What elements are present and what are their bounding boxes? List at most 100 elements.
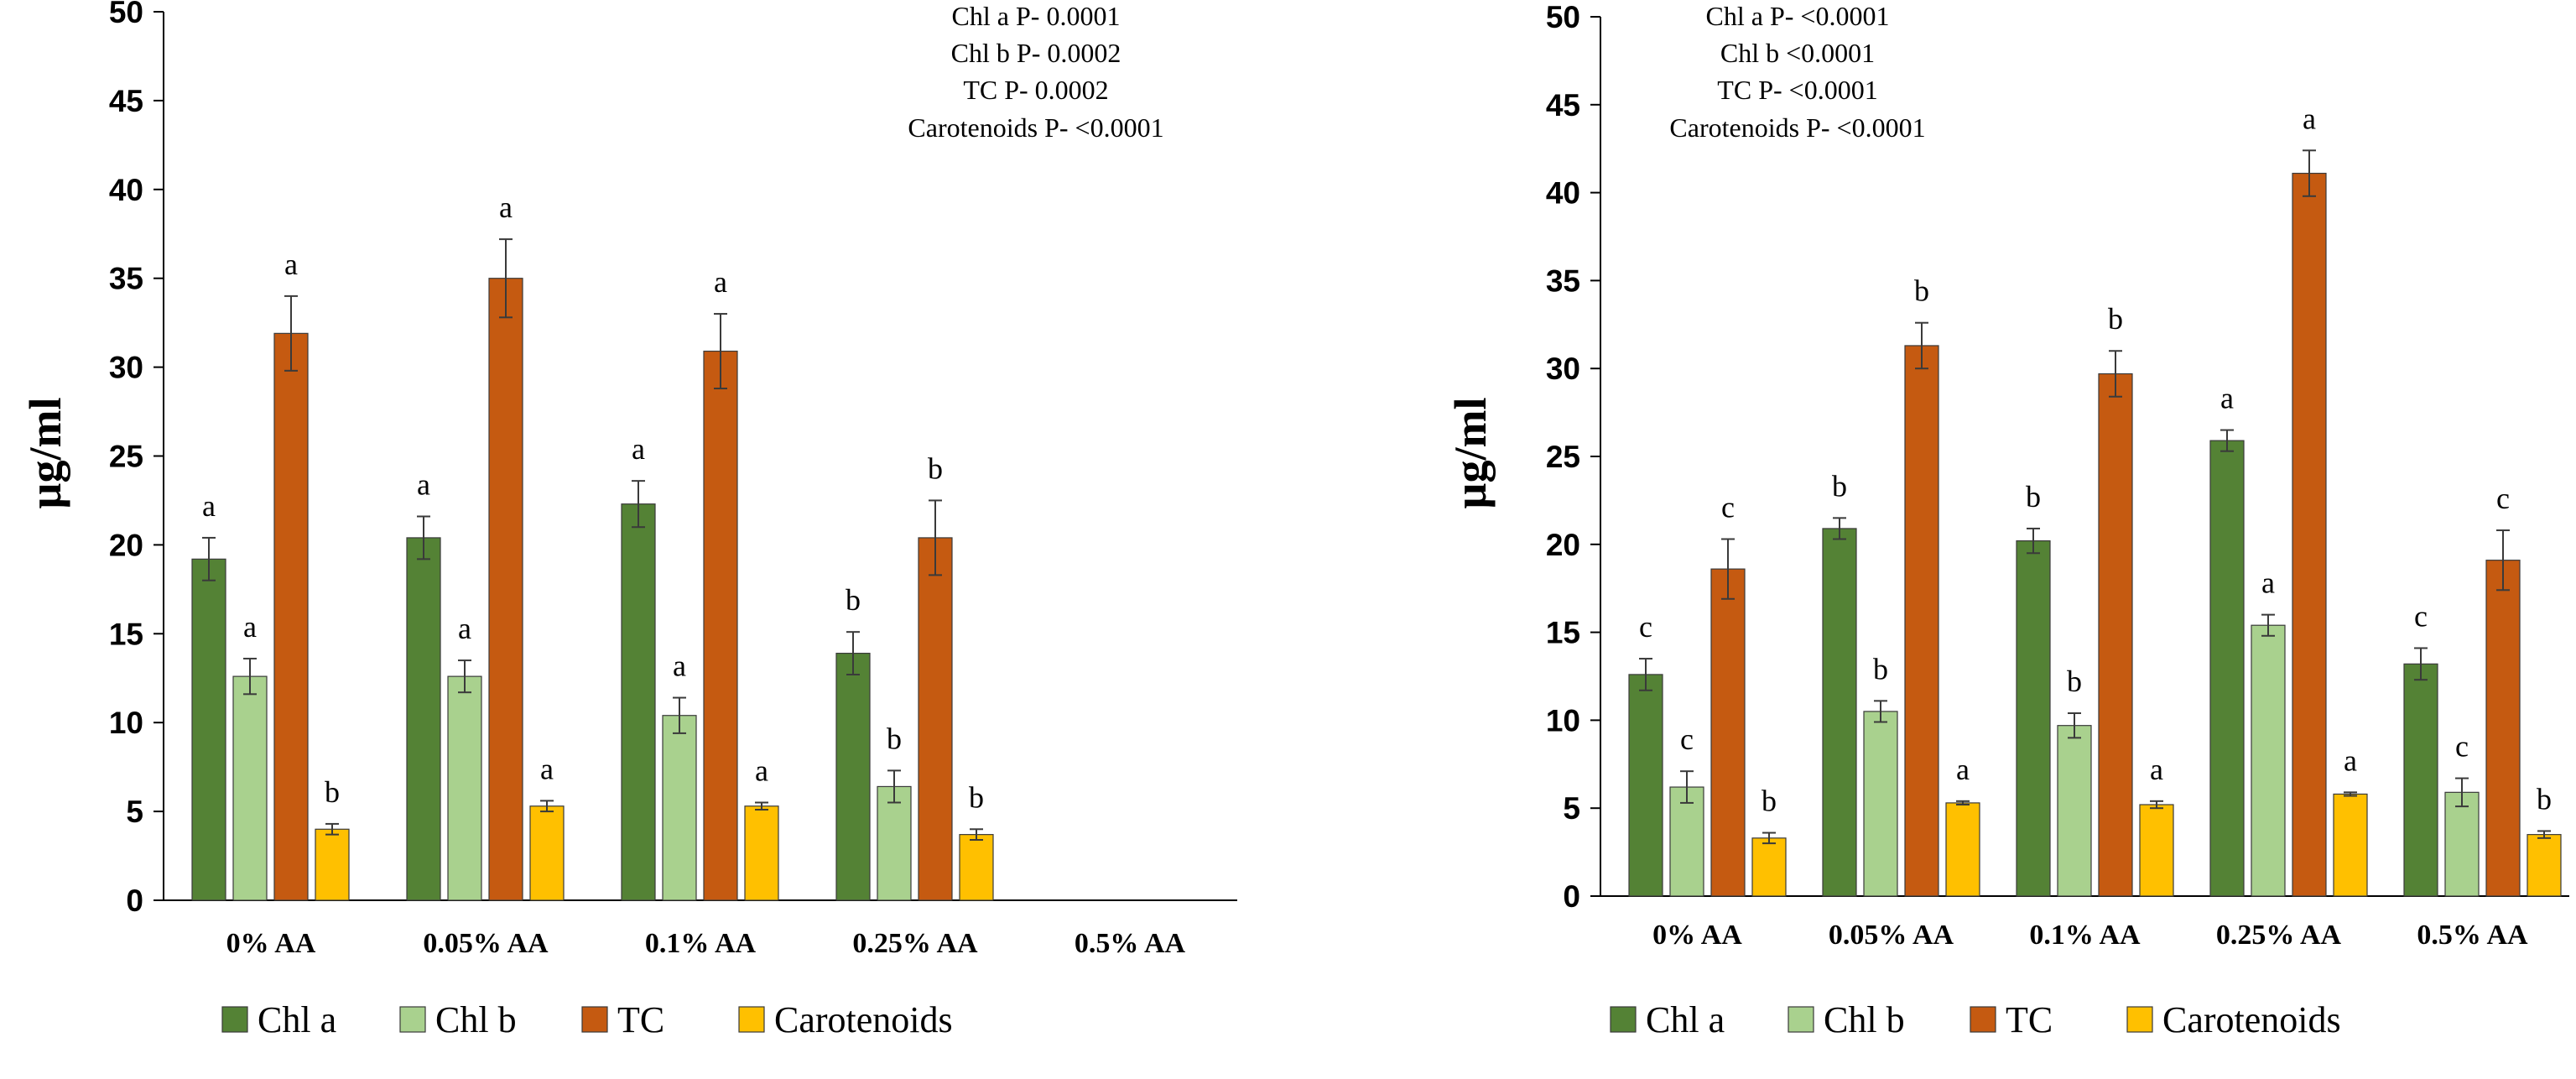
legend-label: Chl a xyxy=(1646,999,1725,1040)
y-axis-ticks: 0 5 10 15 20 25 30 35 40 45 50 xyxy=(1546,0,1600,914)
bar-chl-a xyxy=(191,558,226,901)
bar-chl-b xyxy=(2251,624,2286,897)
significance-letter: a xyxy=(202,489,216,523)
legend-label: Carotenoids xyxy=(2162,999,2341,1040)
legend-label: TC xyxy=(617,999,664,1040)
significance-letter: b xyxy=(2537,782,2552,816)
legend-label: Chl b xyxy=(435,999,517,1040)
significance-letter: b xyxy=(887,722,902,755)
x-axis-categories: 0% AA 0.05% AA 0.1% AA 0.25% AA 0.5% AA xyxy=(226,928,1186,959)
p-value-annotation: Chl a P- 0.0001 xyxy=(952,1,1121,31)
bar-chl-b xyxy=(1863,711,1898,897)
p-value-annotation: TC P- 0.0002 xyxy=(963,75,1108,105)
significance-letter: c xyxy=(1680,722,1694,756)
bar-chl-a xyxy=(2016,540,2051,897)
y-tick-label: 15 xyxy=(109,617,143,651)
bar-chl-b xyxy=(2057,725,2092,897)
legend-swatch xyxy=(581,1006,608,1033)
significance-letter: a xyxy=(243,610,257,644)
legend-label: Carotenoids xyxy=(774,999,953,1040)
x-category-label: 0.1% AA xyxy=(2029,920,2141,951)
significance-letter: a xyxy=(2344,743,2357,777)
significance-letter: c xyxy=(1639,610,1652,644)
bar-tc xyxy=(2292,172,2327,897)
y-tick-label: 35 xyxy=(109,262,143,296)
x-category-label: 0.05% AA xyxy=(423,928,549,959)
bar-chl-a xyxy=(1628,674,1663,897)
bar-chl-b xyxy=(2444,791,2480,897)
significance-letter: a xyxy=(1956,753,1970,786)
y-tick-label: 40 xyxy=(109,173,143,207)
y-tick-label: 40 xyxy=(1546,176,1580,211)
y-tick-label: 15 xyxy=(1546,616,1580,650)
legend-label: TC xyxy=(2006,999,2053,1040)
bar-chl-a xyxy=(2209,440,2245,897)
bar-chl-b xyxy=(232,675,268,901)
y-tick-label: 45 xyxy=(109,84,143,118)
bar-chl-b xyxy=(447,675,482,901)
p-value-annotation: Carotenoids P- <0.0001 xyxy=(1669,112,1925,143)
y-tick-label: 45 xyxy=(1546,88,1580,122)
bar-carotenoids xyxy=(1751,837,1787,897)
significance-letter: a xyxy=(540,752,554,785)
significance-letter: c xyxy=(1721,491,1735,524)
significance-letter: b xyxy=(1914,274,1929,308)
significance-letter: c xyxy=(2496,482,2510,515)
x-category-label: 0.1% AA xyxy=(645,928,757,959)
bar-tc xyxy=(918,537,953,901)
significance-letter: a xyxy=(499,190,513,224)
y-tick-label: 5 xyxy=(1563,791,1580,826)
significance-letter: a xyxy=(673,649,686,683)
significance-letter: a xyxy=(284,248,298,281)
bar-carotenoids xyxy=(2139,804,2174,897)
significance-letter: b xyxy=(325,775,340,809)
bar-carotenoids xyxy=(744,805,779,901)
y-tick-label: 30 xyxy=(109,351,143,385)
bar-tc xyxy=(2098,373,2133,897)
significance-letter: a xyxy=(2261,566,2275,600)
y-tick-label: 35 xyxy=(1546,263,1580,298)
bar-tc xyxy=(1904,345,1939,897)
p-value-annotation: Chl b <0.0001 xyxy=(1720,38,1875,68)
p-value-annotation: Chl b P- 0.0002 xyxy=(951,38,1121,68)
bar-carotenoids xyxy=(1945,802,1980,897)
y-tick-label: 30 xyxy=(1546,352,1580,386)
y-tick-label: 0 xyxy=(1563,879,1580,914)
p-value-annotation: Chl a P- <0.0001 xyxy=(1706,1,1890,31)
legend: Chl a Chl b TC Carotenoids xyxy=(1610,999,2341,1040)
significance-letter: a xyxy=(2220,382,2234,415)
bar-chl-a xyxy=(621,503,656,901)
bar-carotenoids xyxy=(959,834,994,901)
legend-swatch xyxy=(1970,1006,1996,1033)
significance-letter: c xyxy=(2455,730,2469,764)
legend-swatch xyxy=(1788,1006,1814,1033)
legend: Chl a Chl b TC Carotenoids xyxy=(221,999,953,1040)
legend-swatch xyxy=(1610,1006,1637,1033)
legend-swatch xyxy=(738,1006,765,1033)
significance-letter: b xyxy=(2108,302,2123,336)
legend-swatch xyxy=(2126,1006,2153,1033)
bars: a a a b a a a a a a a a b b b b xyxy=(191,190,994,901)
bars: c c c b b b b a b b b a a a a a c c c b xyxy=(1628,102,2562,897)
y-axis-title: µg/ml xyxy=(1445,397,1496,508)
x-category-label: 0% AA xyxy=(1652,920,1742,951)
bar-tc xyxy=(2485,560,2521,897)
y-tick-label: 25 xyxy=(1546,440,1580,474)
bar-tc xyxy=(1710,568,1746,897)
significance-letter: c xyxy=(2414,599,2428,633)
significance-letter: b xyxy=(1762,784,1777,818)
significance-letter: b xyxy=(1832,469,1847,503)
y-axis-ticks: 0 5 10 15 20 25 30 35 40 45 50 xyxy=(109,0,164,918)
significance-letter: b xyxy=(1873,652,1888,685)
bar-tc xyxy=(703,350,738,901)
significance-letter: a xyxy=(714,265,727,299)
bar-chl-a xyxy=(1822,528,1857,897)
bar-carotenoids xyxy=(529,805,565,901)
bar-carotenoids xyxy=(2527,834,2562,897)
p-value-annotation: Carotenoids P- <0.0001 xyxy=(908,112,1163,143)
significance-letter: b xyxy=(928,451,943,485)
y-tick-label: 25 xyxy=(109,440,143,474)
significance-letter: a xyxy=(2303,102,2316,135)
